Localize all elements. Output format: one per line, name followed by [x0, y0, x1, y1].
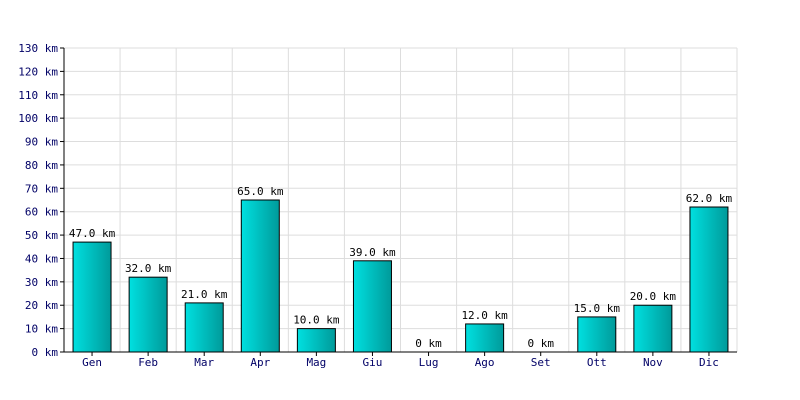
- x-tick-label: Set: [531, 356, 551, 369]
- bar-ago: [465, 323, 505, 353]
- x-tick-label: Giu: [363, 356, 383, 369]
- data-label: 32.0 km: [125, 262, 172, 275]
- labels: 0 km 10 km 20 km 30 km 40 km 50 km 60 km 70 km 8…: [18, 42, 732, 369]
- bar-apr: [240, 199, 280, 353]
- y-tick-label: 90 km: [25, 136, 58, 149]
- y-tick-label: 110 km: [18, 89, 58, 102]
- bar-dic: [689, 206, 729, 353]
- y-tick-label: 80 km: [25, 159, 58, 172]
- data-label: 0 km: [527, 337, 554, 350]
- data-label: 21.0 km: [181, 288, 228, 301]
- x-tick-label: Gen: [82, 356, 102, 369]
- y-tick-label: 100 km: [18, 112, 58, 125]
- y-tick-label: 40 km: [25, 252, 58, 265]
- data-label: 65.0 km: [237, 185, 284, 198]
- data-label: 47.0 km: [69, 227, 116, 240]
- y-tick-label: 30 km: [25, 276, 58, 289]
- data-label: 12.0 km: [461, 309, 508, 322]
- data-label: 20.0 km: [630, 290, 677, 303]
- axes: [60, 47, 737, 356]
- data-label: 62.0 km: [686, 192, 733, 205]
- x-tick-label: Apr: [250, 356, 270, 369]
- data-label: 0 km: [415, 337, 442, 350]
- bar-feb: [128, 276, 168, 353]
- y-tick-label: 20 km: [25, 299, 58, 312]
- grid: [63, 47, 738, 353]
- x-tick-label: Dic: [699, 356, 719, 369]
- y-tick-label: 70 km: [25, 182, 58, 195]
- data-label: 10.0 km: [293, 314, 340, 327]
- bar-ott: [577, 316, 617, 353]
- bar-nov: [633, 304, 673, 353]
- x-tick-label: Ott: [587, 356, 607, 369]
- x-tick-label: Feb: [138, 356, 158, 369]
- y-tick-label: 130 km: [18, 42, 58, 55]
- bars: [72, 199, 729, 353]
- y-tick-label: 0 km: [32, 346, 59, 359]
- x-tick-label: Mag: [306, 356, 326, 369]
- bar-giu: [352, 260, 392, 353]
- bar-mar: [184, 302, 224, 353]
- y-tick-label: 50 km: [25, 229, 58, 242]
- y-tick-label: 120 km: [18, 65, 58, 78]
- x-tick-label: Lug: [419, 356, 439, 369]
- x-tick-label: Nov: [643, 356, 663, 369]
- x-tick-label: Ago: [475, 356, 495, 369]
- y-tick-label: 10 km: [25, 323, 58, 336]
- bar-gen: [72, 241, 112, 353]
- bar-mag: [296, 328, 336, 353]
- y-tick-label: 60 km: [25, 206, 58, 219]
- data-label: 39.0 km: [349, 246, 396, 259]
- x-tick-label: Mar: [194, 356, 214, 369]
- data-label: 15.0 km: [574, 302, 621, 315]
